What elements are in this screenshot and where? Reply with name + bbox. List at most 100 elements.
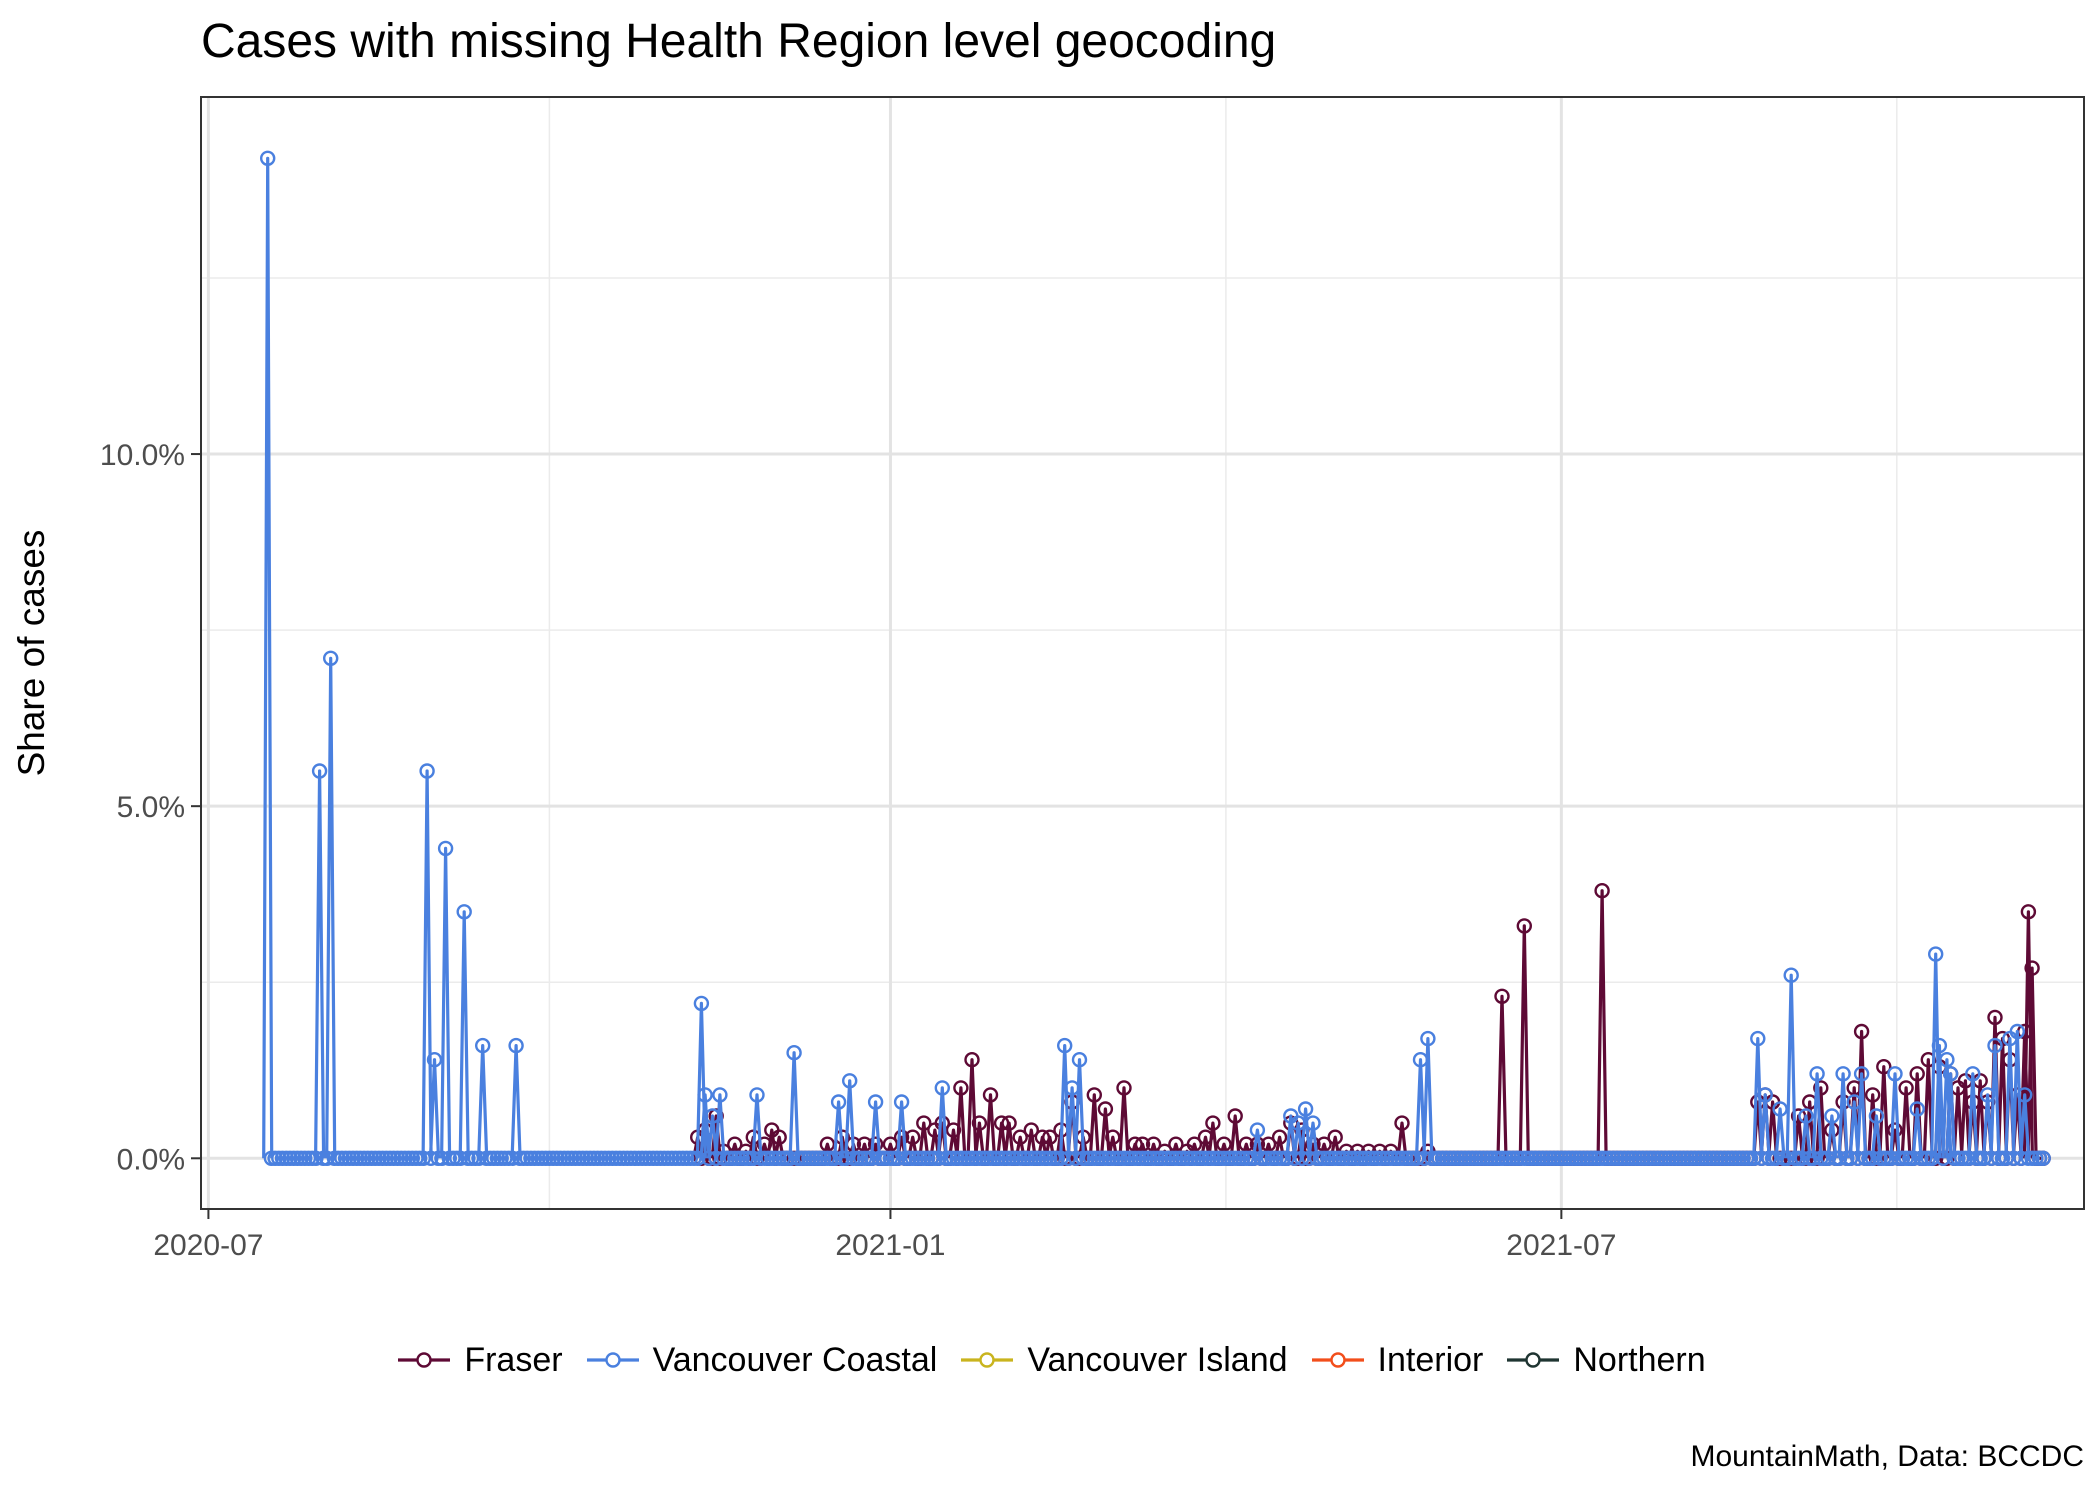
legend-key-fraser bbox=[398, 1352, 451, 1368]
data-point bbox=[1864, 1087, 1881, 1103]
data-point bbox=[1086, 1087, 1103, 1103]
data-point bbox=[842, 1073, 858, 1089]
data-point bbox=[982, 1087, 999, 1103]
data-point bbox=[1012, 1129, 1028, 1145]
data-point-zero bbox=[1864, 1150, 1881, 1167]
data-point-zero bbox=[890, 1150, 906, 1167]
data-point bbox=[1813, 1080, 1829, 1096]
data-point bbox=[2016, 1087, 2033, 1103]
data-point-zero bbox=[319, 1150, 335, 1167]
data-point bbox=[2020, 904, 2037, 920]
data-point-zero bbox=[930, 1150, 947, 1167]
data-point-zero bbox=[1905, 1150, 1922, 1167]
data-point bbox=[260, 150, 276, 167]
data-point bbox=[830, 1094, 847, 1110]
data-point bbox=[1516, 918, 1533, 934]
data-point bbox=[419, 763, 435, 779]
data-point bbox=[1979, 1087, 1996, 1103]
series-lines bbox=[260, 150, 2051, 1167]
data-point bbox=[1927, 946, 1944, 962]
data-point-zero bbox=[1976, 1150, 1992, 1167]
data-point bbox=[1846, 1094, 1862, 1110]
data-point-zero bbox=[1245, 1150, 1262, 1167]
data-point bbox=[916, 1115, 932, 1131]
data-point bbox=[1271, 1129, 1288, 1145]
legend-item-fraser: Fraser bbox=[394, 1340, 563, 1380]
legend-label: Vancouver Coastal bbox=[652, 1340, 938, 1379]
data-point-zero bbox=[1753, 1150, 1770, 1167]
data-point bbox=[1898, 1080, 1914, 1096]
data-point bbox=[1197, 1129, 1214, 1145]
data-point-zero bbox=[1068, 1150, 1084, 1167]
axes: 2020-07 2021-01 2021-07 0.0% 5.0% 10.0% bbox=[100, 439, 1616, 1262]
data-point-zero bbox=[423, 1150, 439, 1167]
data-point-zero bbox=[1746, 1150, 1762, 1167]
legend-key-northern bbox=[1507, 1352, 1560, 1368]
data-point bbox=[508, 1037, 524, 1054]
data-point bbox=[1056, 1037, 1073, 1054]
data-point bbox=[1942, 1066, 1959, 1082]
data-point bbox=[1772, 1101, 1788, 1117]
data-point bbox=[2024, 960, 2040, 976]
data-point-zero bbox=[827, 1150, 843, 1167]
data-point-zero bbox=[1053, 1150, 1069, 1167]
data-point-zero bbox=[701, 1150, 717, 1167]
data-point-zero bbox=[1416, 1150, 1432, 1167]
data-point bbox=[1105, 1129, 1121, 1145]
data-point-zero bbox=[1820, 1150, 1836, 1167]
data-point-zero bbox=[415, 1150, 432, 1167]
data-point bbox=[1001, 1115, 1017, 1131]
data-point bbox=[964, 1051, 980, 1068]
chart-caption: MountainMath, Data: BCCDC bbox=[1690, 1440, 2085, 1473]
legend-item-vancouver-coastal: Vancouver Coastal bbox=[583, 1340, 938, 1380]
data-point bbox=[1887, 1066, 1903, 1082]
data-point bbox=[697, 1087, 713, 1103]
data-point bbox=[1909, 1066, 1925, 1082]
data-point bbox=[1987, 1009, 2003, 1026]
y-tick-label: 0.0% bbox=[117, 1143, 185, 1176]
data-point bbox=[1931, 1037, 1948, 1054]
data-point bbox=[1809, 1066, 1825, 1082]
data-point bbox=[1965, 1066, 1981, 1082]
data-point-zero bbox=[2005, 1150, 2022, 1167]
data-point bbox=[1887, 1122, 1903, 1138]
data-point bbox=[475, 1037, 491, 1054]
data-point bbox=[693, 995, 710, 1012]
data-point-zero bbox=[1286, 1150, 1303, 1167]
data-point-zero bbox=[1935, 1150, 1951, 1167]
data-point-zero bbox=[1301, 1150, 1318, 1167]
data-point bbox=[704, 1108, 721, 1124]
data-point bbox=[1327, 1129, 1343, 1145]
data-point-zero bbox=[1294, 1150, 1310, 1167]
data-point bbox=[1939, 1051, 1955, 1068]
data-point-zero bbox=[1831, 1150, 1848, 1167]
data-point bbox=[426, 1051, 443, 1068]
series-vancouver-coastal bbox=[260, 150, 2051, 1167]
data-point-zero bbox=[1805, 1150, 1822, 1167]
legend-key-vancouver-coastal bbox=[586, 1352, 639, 1368]
data-point bbox=[1116, 1080, 1132, 1096]
data-point bbox=[712, 1087, 728, 1103]
data-point bbox=[1594, 883, 1610, 899]
data-point-zero bbox=[1842, 1150, 1859, 1167]
legend-key-vancouver-island bbox=[961, 1352, 1014, 1368]
data-point-zero bbox=[434, 1150, 450, 1167]
data-point bbox=[1824, 1108, 1840, 1124]
legend-item-interior: Interior bbox=[1308, 1340, 1483, 1380]
legend-label: Vancouver Island bbox=[1027, 1340, 1288, 1379]
data-point-zero bbox=[1794, 1150, 1811, 1167]
data-point bbox=[1412, 1051, 1429, 1068]
data-point bbox=[1868, 1108, 1885, 1124]
data-point-zero bbox=[864, 1150, 880, 1167]
data-point-zero bbox=[1924, 1150, 1940, 1167]
data-point-zero bbox=[838, 1150, 854, 1167]
data-point-zero bbox=[1409, 1150, 1425, 1167]
data-point bbox=[1798, 1108, 1814, 1124]
data-point bbox=[1757, 1087, 1773, 1103]
data-point-zero bbox=[2035, 1150, 2051, 1167]
data-point bbox=[867, 1094, 884, 1110]
data-point bbox=[945, 1122, 962, 1138]
data-point bbox=[953, 1080, 969, 1096]
data-point bbox=[1249, 1122, 1266, 1138]
data-point-zero bbox=[1060, 1150, 1077, 1167]
